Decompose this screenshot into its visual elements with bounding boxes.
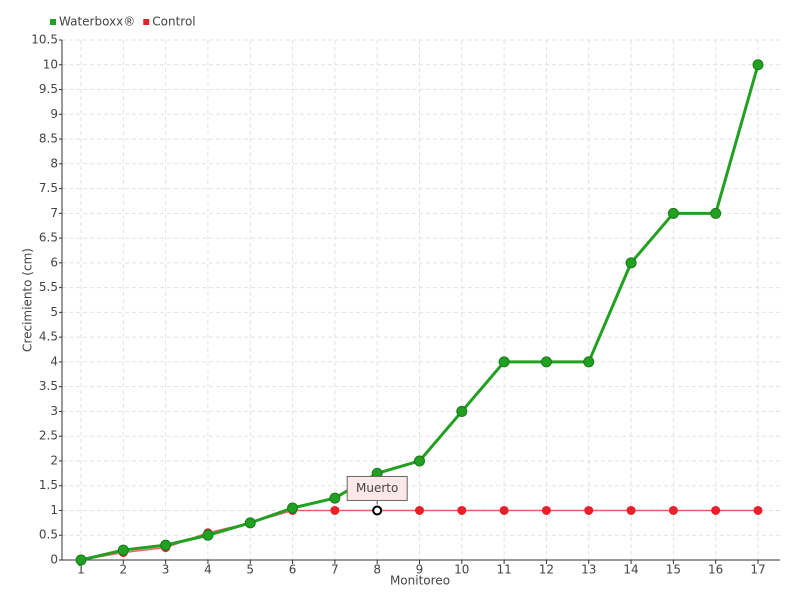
- y-tick-label: 4.5: [39, 330, 58, 344]
- y-tick-label: 1: [50, 503, 58, 517]
- point: [244, 517, 256, 529]
- point: [498, 356, 510, 368]
- y-tick-label: 6.5: [39, 231, 58, 245]
- x-axis-label: Monitoreo: [390, 574, 450, 588]
- y-tick-label: 9: [50, 107, 58, 121]
- x-tick-label: 7: [331, 563, 339, 577]
- x-tick-label: 15: [666, 563, 681, 577]
- legend-swatch: [143, 19, 150, 25]
- legend-label: Waterboxx®: [59, 15, 135, 29]
- point: [711, 505, 721, 515]
- point: [584, 505, 594, 515]
- y-tick-label: 4: [50, 354, 58, 368]
- y-tick-label: 7: [50, 206, 58, 220]
- y-tick-label: 7.5: [39, 181, 58, 195]
- point: [667, 207, 679, 219]
- x-tick-label: 1: [77, 563, 85, 577]
- x-tick-label: 5: [246, 563, 254, 577]
- x-tick-label: 4: [204, 563, 212, 577]
- x-tick-label: 6: [289, 563, 297, 577]
- point: [456, 405, 468, 417]
- point: [160, 539, 172, 551]
- point: [117, 544, 129, 556]
- point: [625, 257, 637, 269]
- x-tick-label: 2: [119, 563, 127, 577]
- y-tick-label: 10.5: [31, 33, 58, 47]
- y-tick-label: 0: [50, 553, 58, 567]
- x-tick-label: 16: [708, 563, 723, 577]
- point: [499, 505, 509, 515]
- y-tick-label: 0.5: [39, 528, 58, 542]
- point: [753, 505, 763, 515]
- annotation-text: Muerto: [356, 481, 398, 495]
- point: [75, 554, 87, 566]
- point: [541, 505, 551, 515]
- point: [372, 505, 383, 516]
- x-tick-label: 13: [581, 563, 596, 577]
- y-tick-label: 9.5: [39, 82, 58, 96]
- x-tick-label: 17: [750, 563, 765, 577]
- point: [710, 207, 722, 219]
- y-tick-label: 1.5: [39, 478, 58, 492]
- y-tick-label: 5: [50, 305, 58, 319]
- point: [202, 529, 214, 541]
- point: [414, 455, 425, 467]
- point: [583, 356, 595, 368]
- legend-swatch: [50, 19, 56, 25]
- point: [626, 505, 636, 515]
- y-tick-label: 8: [50, 156, 58, 170]
- x-tick-label: 11: [496, 563, 511, 577]
- y-tick-label: 2.5: [39, 429, 58, 443]
- x-tick-label: 14: [623, 563, 638, 577]
- point: [415, 505, 424, 515]
- y-tick-label: 5.5: [39, 280, 58, 294]
- y-tick-label: 3: [50, 404, 58, 418]
- x-tick-label: 12: [539, 563, 554, 577]
- point: [752, 59, 764, 71]
- x-tick-label: 3: [162, 563, 170, 577]
- y-tick-label: 8.5: [39, 132, 58, 146]
- y-tick-label: 10: [43, 57, 58, 71]
- y-tick-label: 6: [50, 255, 58, 269]
- point: [287, 502, 299, 514]
- point: [668, 505, 678, 515]
- point: [540, 356, 552, 368]
- point: [330, 505, 340, 515]
- y-tick-label: 3.5: [39, 379, 58, 393]
- point: [457, 505, 467, 515]
- x-tick-label: 8: [373, 563, 381, 577]
- legend-label: Control: [152, 15, 195, 29]
- point: [329, 492, 341, 504]
- y-axis-label: Crecimiento (cm): [21, 248, 35, 352]
- annotation-box: [346, 475, 408, 501]
- x-tick-label: 10: [454, 563, 469, 577]
- y-tick-label: 2: [50, 453, 58, 467]
- x-tick-label: 9: [416, 563, 424, 577]
